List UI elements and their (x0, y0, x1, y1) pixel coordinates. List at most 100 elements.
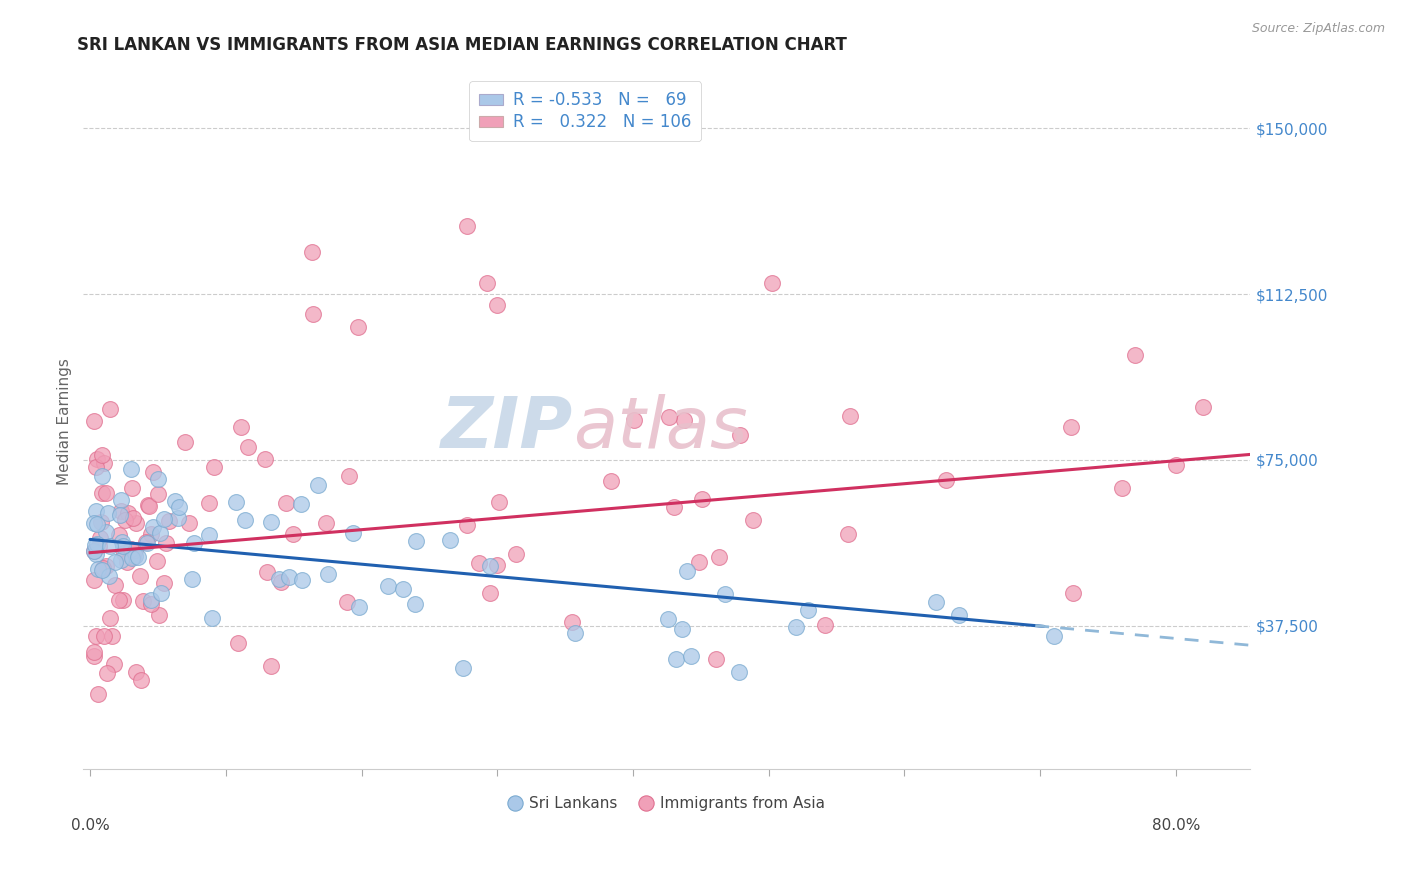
Point (83, 649, 105, 664)
Point (505, 548, 527, 562)
Point (157, 514, 180, 528)
Point (111, 534, 134, 549)
Point (108, 508, 131, 523)
Point (707, 549, 730, 564)
Point (468, 557, 491, 571)
Point (173, 435, 195, 450)
Point (315, 516, 337, 531)
Point (336, 595, 359, 609)
Point (485, 298, 508, 312)
Point (391, 582, 413, 596)
Point (730, 428, 752, 442)
Point (121, 481, 143, 495)
Point (229, 420, 252, 434)
Point (122, 511, 145, 525)
Point (91, 561, 114, 575)
Point (111, 539, 134, 553)
Point (83, 414, 105, 428)
Point (83, 516, 105, 531)
Point (236, 440, 259, 454)
Point (704, 652, 727, 666)
Point (1060, 420, 1083, 434)
Point (561, 615, 583, 629)
Point (267, 572, 290, 586)
Point (657, 611, 679, 625)
Point (101, 629, 124, 643)
Point (141, 597, 163, 611)
Point (112, 592, 135, 607)
Text: atlas: atlas (574, 393, 748, 463)
Point (202, 460, 225, 475)
Point (91, 486, 114, 500)
Point (124, 516, 146, 531)
Point (142, 466, 165, 480)
Point (98, 611, 121, 625)
Point (838, 409, 860, 423)
Point (673, 413, 696, 427)
Point (1164, 458, 1187, 473)
Point (87, 562, 110, 576)
Point (120, 542, 142, 557)
Point (135, 534, 157, 549)
Point (183, 535, 205, 549)
Point (342, 525, 364, 540)
Point (837, 527, 859, 541)
Point (225, 495, 247, 509)
Point (121, 550, 143, 565)
Point (83, 543, 105, 558)
Point (89, 531, 111, 545)
Point (120, 462, 142, 476)
Point (122, 550, 145, 565)
Point (146, 487, 169, 501)
Text: ZIP: ZIP (441, 393, 574, 463)
Point (479, 586, 502, 600)
Point (254, 452, 277, 467)
Point (404, 598, 426, 612)
Point (127, 550, 149, 565)
Point (91, 469, 114, 483)
Point (662, 500, 685, 515)
Point (181, 572, 204, 586)
Point (86, 537, 108, 551)
Point (104, 578, 127, 592)
Point (714, 587, 737, 601)
Point (742, 513, 765, 527)
Point (84, 504, 107, 518)
Point (153, 575, 176, 590)
Point (405, 533, 427, 548)
Point (260, 659, 283, 673)
Point (1042, 629, 1064, 643)
Point (679, 648, 702, 663)
Point (141, 519, 163, 533)
Point (89, 539, 111, 553)
Point (132, 594, 155, 608)
Point (93, 456, 115, 470)
Point (349, 600, 371, 615)
Point (485, 558, 508, 572)
Point (233, 513, 256, 527)
Point (785, 620, 807, 634)
Point (103, 657, 125, 672)
Point (139, 526, 162, 541)
Point (1192, 400, 1215, 414)
Point (814, 617, 837, 632)
Point (456, 517, 478, 532)
Point (150, 585, 173, 599)
Point (107, 593, 129, 607)
Point (108, 527, 131, 541)
Point (84, 629, 107, 643)
Point (84, 538, 107, 552)
Point (94, 486, 117, 500)
Point (301, 245, 323, 260)
Point (90, 515, 112, 529)
Point (658, 409, 681, 424)
Point (1111, 481, 1133, 495)
Text: SRI LANKAN VS IMMIGRANTS FROM ASIA MEDIAN EARNINGS CORRELATION CHART: SRI LANKAN VS IMMIGRANTS FROM ASIA MEDIA… (77, 36, 848, 54)
Point (1123, 348, 1146, 362)
Point (797, 603, 820, 617)
Point (226, 636, 249, 650)
Point (129, 569, 152, 583)
Point (169, 500, 191, 514)
Point (274, 496, 297, 510)
Point (948, 607, 970, 622)
